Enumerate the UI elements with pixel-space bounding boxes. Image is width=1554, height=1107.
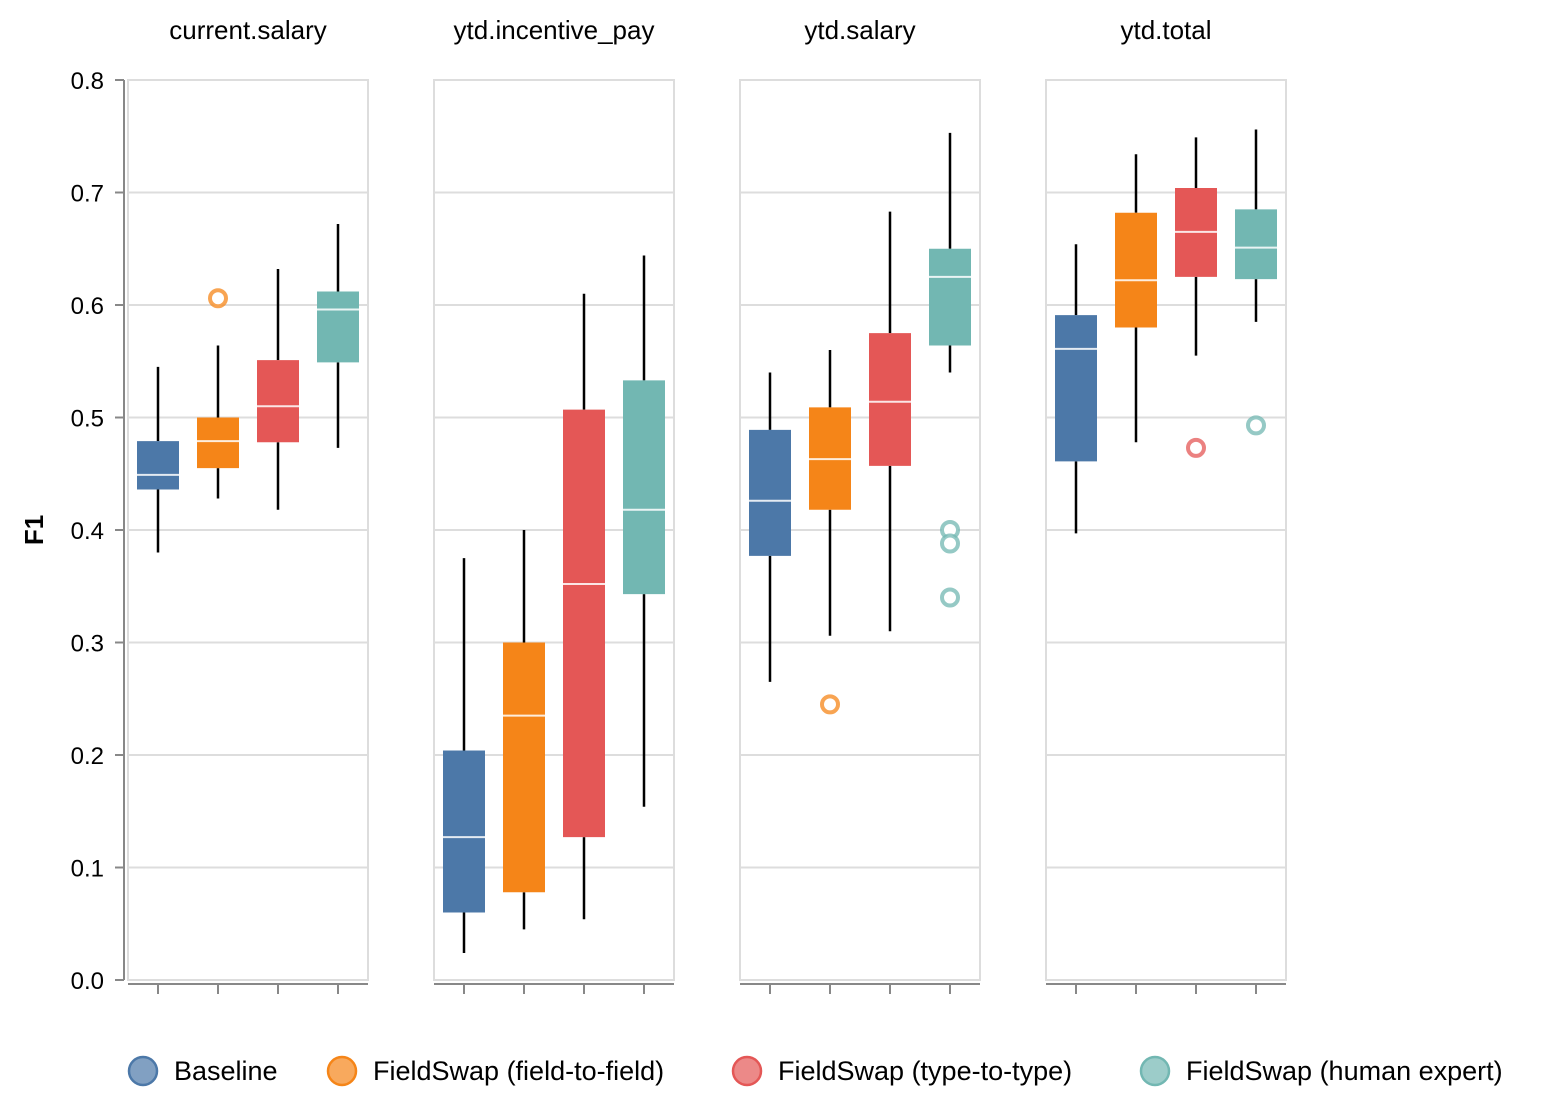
box: [443, 750, 485, 913]
y-tick-label: 0.5: [71, 406, 104, 433]
facets: current.salary ytd.incentive_pay ytd.salar…: [127, 15, 1287, 994]
legend-item: FieldSwap (field-to-field): [326, 1055, 664, 1087]
y-tick-label: 0.2: [71, 743, 104, 770]
legend-item: FieldSwap (human expert): [1139, 1055, 1503, 1087]
legend: Baseline FieldSwap (field-to-field) FieldS…: [127, 1055, 1503, 1087]
box-group: [257, 269, 299, 510]
legend-label: Baseline: [174, 1056, 278, 1086]
box: [1055, 315, 1097, 462]
facet-panel: ytd.salary: [739, 15, 981, 994]
y-tick-label: 0.1: [71, 856, 104, 883]
box-group: [1115, 154, 1157, 443]
facet-panel: ytd.total: [1045, 15, 1287, 994]
legend-symbol: [731, 1055, 763, 1087]
y-tick-label: 0.7: [71, 181, 104, 208]
box: [503, 642, 545, 893]
box: [869, 333, 911, 466]
y-axis: 0.0 0.1 0.2 0.3 0.4 0.5 0.6 0.7 0.8: [71, 68, 125, 995]
box: [563, 409, 605, 838]
facet-frame: [433, 79, 675, 981]
box: [317, 291, 359, 363]
box-group: [503, 530, 545, 930]
box: [929, 248, 971, 346]
y-tick-label: 0.3: [71, 631, 104, 658]
box: [197, 417, 239, 469]
box: [749, 429, 791, 556]
box-group: [869, 211, 911, 632]
legend-symbol: [326, 1055, 358, 1087]
y-axis-title: F1: [19, 515, 49, 545]
facet-panel: current.salary: [127, 15, 369, 994]
box-group: [563, 293, 605, 920]
facet-title: ytd.salary: [804, 15, 915, 45]
box-group: [1175, 137, 1217, 458]
outlier-point: [1186, 437, 1206, 458]
facet-frame: [739, 79, 981, 981]
box: [1115, 212, 1157, 328]
box: [257, 360, 299, 443]
y-tick-label: 0.6: [71, 293, 104, 320]
y-tick-label: 0.0: [71, 968, 104, 995]
box-group: [317, 224, 359, 448]
box-group: [623, 255, 665, 807]
facet-title: ytd.incentive_pay: [454, 15, 655, 45]
y-tick-label: 0.8: [71, 68, 104, 95]
outlier-point: [940, 587, 960, 608]
outlier-point: [208, 288, 228, 309]
box-group: [809, 350, 851, 715]
box: [1235, 209, 1277, 280]
box-group: [443, 558, 485, 953]
box-group: [1235, 129, 1277, 436]
box: [137, 441, 179, 490]
outlier-point: [940, 533, 960, 554]
facet-panel: ytd.incentive_pay: [433, 15, 675, 994]
facet-frame: [127, 79, 369, 981]
box-group: [749, 372, 791, 682]
legend-label: FieldSwap (human expert): [1186, 1056, 1503, 1086]
facet-title: ytd.total: [1120, 15, 1211, 45]
box-group: [137, 366, 179, 553]
facet-frame: [1045, 79, 1287, 981]
box-group: [929, 132, 971, 608]
legend-label: FieldSwap (type-to-type): [778, 1056, 1072, 1086]
box: [623, 380, 665, 595]
box-group: [1055, 244, 1097, 534]
legend-item: FieldSwap (type-to-type): [731, 1055, 1072, 1087]
outlier-point: [820, 694, 840, 715]
box-group: [197, 288, 239, 499]
y-tick-label: 0.4: [71, 518, 104, 545]
legend-symbol: [127, 1055, 159, 1087]
legend-symbol: [1139, 1055, 1171, 1087]
outlier-point: [1246, 415, 1266, 436]
legend-label: FieldSwap (field-to-field): [373, 1056, 664, 1086]
legend-item: Baseline: [127, 1055, 278, 1087]
facet-title: current.salary: [169, 15, 327, 45]
